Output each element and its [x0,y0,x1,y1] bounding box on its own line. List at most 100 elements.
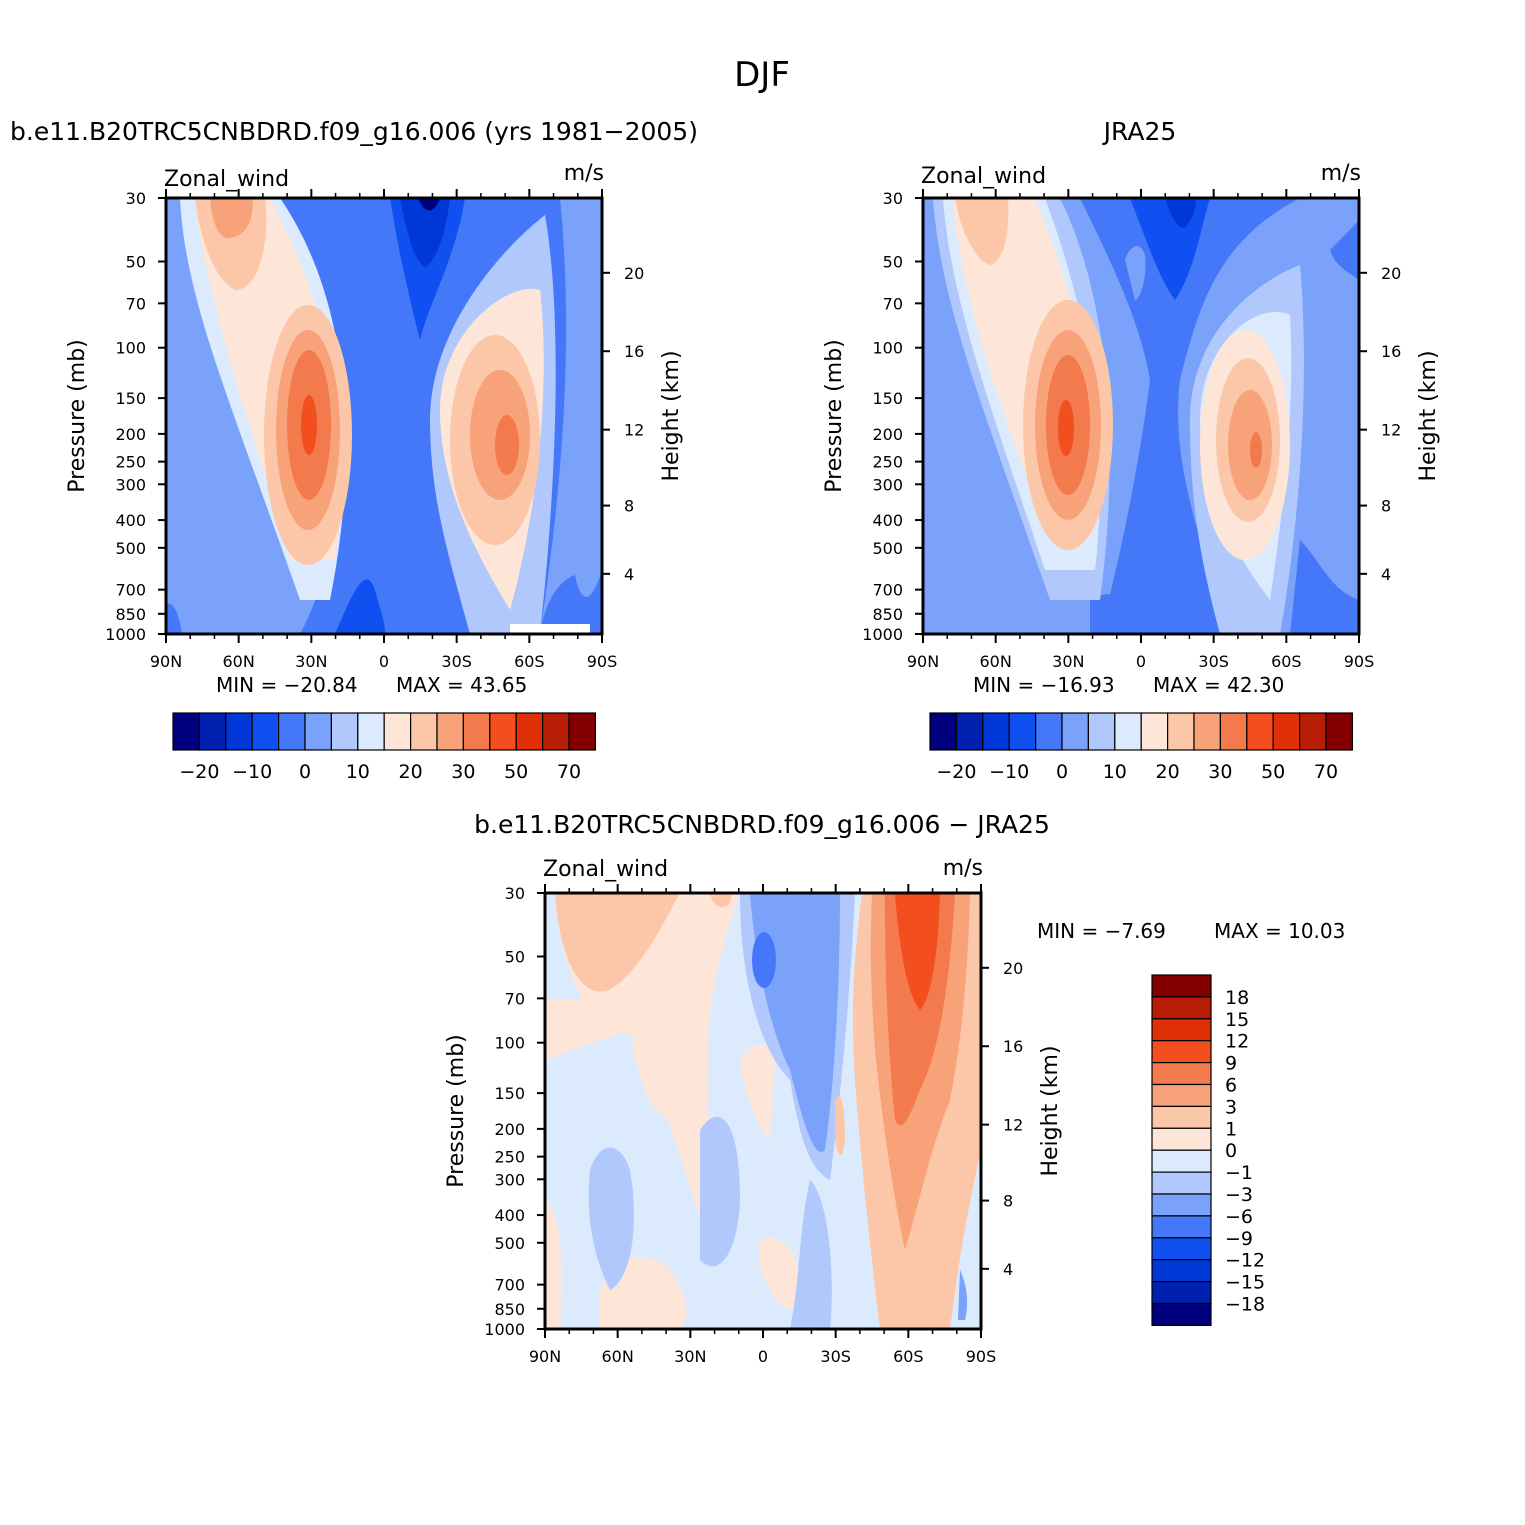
y-tick-label: 500 [115,539,146,558]
units-label: m/s [943,856,983,881]
colorbar-label: 6 [1225,1075,1237,1097]
colorbar-label: 50 [504,761,528,783]
x-tick-label: 60N [980,652,1012,671]
y-tick-label: 500 [872,539,903,558]
contour-field [545,893,981,1329]
colorbar-label: −10 [989,761,1029,783]
colorbar: −20 −10 0 10 20 30 50 70 [172,712,596,783]
colorbar-label: 30 [451,761,475,783]
units-label: m/s [1321,161,1361,186]
y-tick-label: 30 [126,189,146,208]
colorbar-swatch [383,712,412,751]
colorbar-label: 0 [1056,761,1068,783]
colorbar-swatch [1193,712,1221,751]
y-tick-label: 700 [115,581,146,600]
min-label: MIN = −20.84 [216,673,358,697]
obs-panel: JRA25 Zonal_wind m/s [822,117,1441,783]
colorbar-swatch [436,712,464,751]
y-axis-label: Pressure (mb) [822,339,847,493]
colorbar-swatch [1151,1237,1212,1261]
y-right-axis-label: Height (km) [1416,350,1441,481]
y-tick-label: 400 [494,1206,525,1225]
colorbar-label: 30 [1208,761,1232,783]
x-tick-label: 30N [674,1347,706,1366]
colorbar-swatch [1151,1127,1212,1151]
x-tick-label: 30N [1052,652,1084,671]
x-tick-label: 60S [514,652,545,671]
y-tick-label: 150 [872,389,903,408]
colorbar-label: −20 [179,761,219,783]
y-tick-label: 400 [872,511,903,530]
y-tick-label: 850 [872,605,903,624]
colorbar-swatch [1151,1040,1212,1064]
colorbar-label: 20 [1156,761,1180,783]
colorbar-swatch [330,712,359,751]
y-tick-label: 150 [494,1084,525,1103]
y-tick-label: 50 [883,253,903,272]
x-tick-label: 60S [1271,652,1302,671]
colorbar-label: 15 [1225,1009,1249,1031]
colorbar-label: −15 [1225,1272,1265,1294]
colorbar-swatch [1151,1061,1212,1086]
colorbar-label: 1 [1225,1118,1237,1140]
colorbar-label: 10 [346,761,370,783]
y-right-tick-label: 16 [1003,1037,1023,1056]
x-tick-label: 60N [223,652,255,671]
colorbar-label: −20 [936,761,976,783]
colorbar-label: −18 [1225,1294,1265,1316]
colorbar-swatch [304,712,332,751]
y-right-tick-label: 12 [1003,1116,1023,1135]
y-tick-label: 50 [505,948,525,967]
colorbar-swatch [251,712,280,751]
colorbar-swatch [1151,1215,1212,1239]
y-right-axis-label: Height (km) [659,350,684,481]
y-right-tick-label: 4 [1381,565,1391,584]
y-tick-label: 100 [494,1034,525,1053]
colorbar-label: 70 [557,761,581,783]
y-tick-label: 1000 [105,625,146,644]
y-tick-label: 850 [494,1300,525,1319]
colorbar-swatch [1219,712,1248,751]
y-right-tick-label: 12 [1381,421,1401,440]
x-tick-label: 60S [893,1347,924,1366]
colorbar-swatch [982,712,1010,751]
y-right-tick-label: 16 [1381,342,1401,361]
y-tick-label: 300 [494,1170,525,1189]
colorbar-swatch [198,712,227,751]
y-tick-label: 700 [872,581,903,600]
colorbar-swatch [278,712,306,751]
x-tick-label: 90N [529,1347,561,1366]
colorbar-label: 18 [1225,987,1249,1009]
colorbar-swatch [1325,712,1353,751]
y-tick-label: 200 [115,425,146,444]
x-tick-label: 90N [150,652,182,671]
panel-title: b.e11.B20TRC5CNBDRD.f09_g16.006 (yrs 198… [10,117,698,146]
colorbar-swatch [1151,1259,1212,1283]
panel-title: JRA25 [1102,117,1177,146]
colorbar-swatch [955,712,984,751]
colorbar-label: 20 [399,761,423,783]
y-right-tick-label: 8 [1003,1192,1013,1211]
colorbar-swatch [1008,712,1037,751]
min-label: MIN = −7.69 [1037,919,1166,943]
figure-title: DJF [734,55,790,95]
colorbar-label: −1 [1225,1162,1253,1184]
y-tick-label: 200 [872,425,903,444]
y-axis-label: Pressure (mb) [65,339,90,493]
colorbar-swatch [1151,974,1212,998]
colorbar-swatch [1151,1171,1212,1195]
variable-label: Zonal_wind [921,164,1046,189]
y-right-axis-label: Height (km) [1038,1045,1063,1176]
x-tick-label: 90S [1344,652,1375,671]
colorbar-label: 10 [1103,761,1127,783]
x-tick-label: 0 [758,1347,768,1366]
x-tick-label: 30S [1198,652,1229,671]
y-right-tick-label: 12 [624,421,644,440]
colorbar-swatch [1034,712,1063,751]
y-tick-label: 50 [126,253,146,272]
colorbar-swatch [568,712,596,751]
colorbar-swatch [1151,1018,1212,1042]
